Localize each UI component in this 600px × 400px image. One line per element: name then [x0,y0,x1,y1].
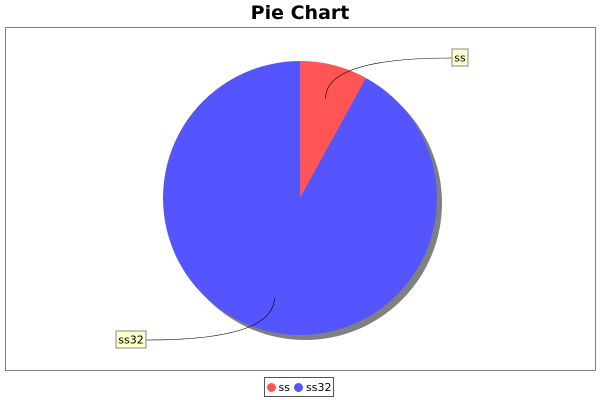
slice-label-ss: ss [454,52,466,65]
legend-swatch-ss [266,382,276,392]
slice-label-box-ss32 [115,330,147,349]
slice-label-box-ss [451,48,469,67]
legend: ss ss32 [264,377,334,397]
leader-line-ss [325,57,453,99]
legend-swatch-ss32 [294,382,303,392]
legend-item-ss32: ss32 [294,381,331,394]
leader-line-ss32 [145,297,275,341]
pie-slice-ss [300,61,367,198]
pie-slice-ss32 [162,61,437,335]
chart-title: Pie Chart [250,2,350,24]
slice-label-ss32: ss32 [118,334,143,347]
legend-item-ss: ss [266,380,290,394]
legend-label-ss32: ss32 [306,380,332,394]
legend-label-ss: ss [278,380,290,394]
